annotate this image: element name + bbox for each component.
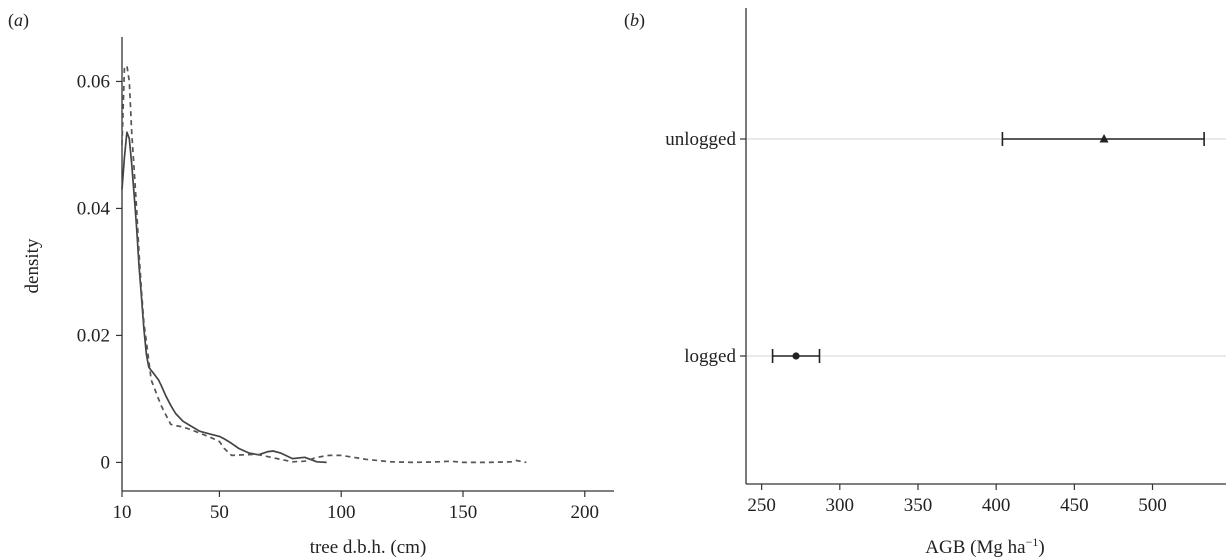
b-category-label-logged: logged [684,346,736,367]
a-y-tick-label: 0.06 [77,71,110,92]
estimate-point-unlogged [1099,134,1109,143]
b-x-tick-label: 350 [904,495,933,516]
b-x-tick-label: 450 [1060,495,1089,516]
a-x-axis-label: tree d.b.h. (cm) [310,537,427,558]
a-y-tick-label: 0.04 [77,198,111,219]
a-x-tick-label: 100 [327,502,356,523]
density-line-solid [121,131,327,464]
density-chart: 10 50 100 150 200 0 0.02 0.04 0.06 tree d.b.h. (… [22,37,614,558]
a-x-tick-label: 150 [449,502,478,523]
b-x-tick-label: 300 [826,495,855,516]
b-x-tick-label: 500 [1138,495,1167,516]
estimate-point-logged [792,352,800,360]
a-x-tick-label: 50 [210,502,229,523]
b-x-tick-label: 400 [982,495,1011,516]
a-y-tick-label: 0.02 [77,325,110,346]
agb-chart: logged unlogged 250 300 350 400 450 500 AGB (Mg… [665,8,1226,558]
a-y-axis-label: density [22,238,43,293]
panel-a-label: (a) [8,10,29,31]
a-x-tick-label: 10 [113,502,132,523]
a-x-tick-label: 200 [571,502,600,523]
b-x-tick-label: 250 [747,495,776,516]
panel-b-label: (b) [624,10,645,31]
density-line-dashed [121,64,527,464]
a-y-tick-label: 0 [101,452,111,473]
b-category-label-unlogged: unlogged [665,129,736,150]
b-x-axis-label: AGB (Mg ha−1) [925,535,1044,558]
